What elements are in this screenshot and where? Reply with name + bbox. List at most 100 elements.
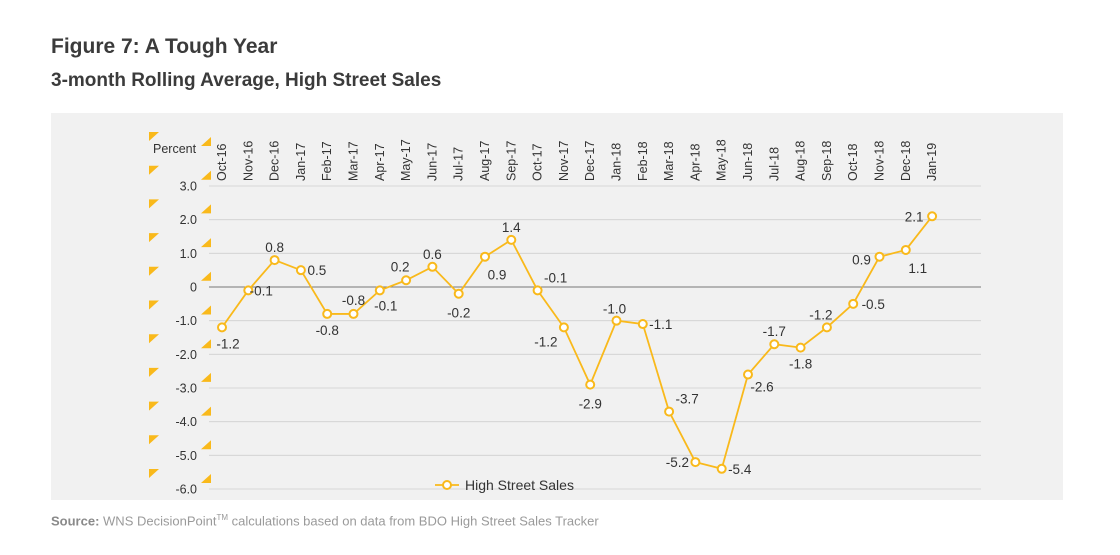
y-axis-label: Percent: [153, 142, 197, 156]
x-tick-label: Jan-19: [925, 143, 939, 181]
y-tick-label: 0: [190, 281, 197, 295]
y-tick-label: -1.0: [175, 314, 197, 328]
x-tick-label: Jul-17: [452, 147, 466, 181]
axis-arrow-marks: [149, 132, 211, 483]
x-tick-label: Feb-17: [320, 141, 334, 181]
data-label: 0.8: [265, 240, 284, 255]
data-label: -0.8: [316, 323, 339, 338]
arrow-mark-right: [201, 406, 211, 416]
data-label: -3.7: [675, 392, 698, 407]
x-tick-label: Oct-18: [846, 143, 860, 181]
arrow-mark-right: [201, 372, 211, 382]
series-line-group: [221, 215, 933, 470]
data-label: -1.8: [789, 357, 812, 372]
data-label: 1.4: [502, 220, 521, 235]
y-tick-label: 2.0: [180, 213, 197, 227]
x-tick-label: Feb-18: [636, 141, 650, 181]
data-point: [401, 275, 412, 286]
data-point: [716, 463, 727, 474]
x-tick-label: Apr-18: [688, 143, 702, 181]
x-tick-label: Sep-18: [820, 141, 834, 181]
arrow-mark-left: [149, 233, 159, 243]
data-label: -1.2: [809, 307, 832, 322]
x-tick-label: Mar-18: [662, 141, 676, 181]
data-label: -1.7: [763, 324, 786, 339]
x-tick-label: Dec-17: [583, 141, 597, 181]
arrow-mark-right: [201, 204, 211, 214]
data-label: 1.1: [908, 261, 927, 276]
y-tick-label: -3.0: [175, 382, 197, 396]
x-tick-label: Oct-17: [531, 143, 545, 181]
y-axis: 3.0 2.0 1.0 0 -1.0 -2.0 -3.0 -4.0 -5.0 -6.0: [175, 180, 197, 497]
data-point: [874, 251, 885, 262]
data-label: 0.6: [423, 247, 442, 262]
data-label: 2.1: [905, 209, 924, 224]
data-label: -0.1: [250, 283, 273, 298]
x-tick-label: Nov-16: [241, 141, 255, 181]
data-point: [217, 322, 227, 333]
chart-title: Figure 7: A Tough Year: [51, 35, 278, 58]
data-point: [690, 457, 701, 468]
y-tick-label: 1.0: [180, 247, 197, 261]
arrow-mark-left: [149, 401, 159, 411]
data-point: [558, 322, 569, 333]
data-label: -5.4: [728, 462, 752, 477]
x-axis: Oct-16 Nov-16 Dec-16 Jan-17 Feb-17 Mar-17 Apr-…: [215, 139, 939, 181]
x-tick-label: Oct-16: [215, 143, 229, 181]
data-label: 0.5: [308, 263, 327, 278]
y-tick-label: -4.0: [175, 415, 197, 429]
x-tick-label: Jun-17: [425, 143, 439, 181]
x-tick-label: Jan-18: [610, 143, 624, 181]
data-label: -1.2: [216, 336, 239, 351]
arrow-mark-left: [149, 367, 159, 377]
data-point: [427, 261, 438, 272]
data-point: [453, 288, 464, 299]
arrow-mark-right: [201, 170, 211, 180]
data-point: [322, 308, 333, 319]
data-label: -0.1: [544, 270, 567, 285]
arrow-mark-left: [149, 435, 159, 445]
arrow-mark-right: [201, 137, 211, 146]
data-point: [743, 369, 753, 380]
data-label: 0.9: [488, 268, 507, 283]
data-point: [585, 379, 596, 390]
source-text: WNS DecisionPoint: [103, 513, 217, 529]
data-label: -1.1: [649, 317, 672, 332]
data-point: [480, 251, 490, 262]
data-label: -5.2: [666, 455, 689, 470]
arrow-mark-right: [201, 271, 211, 281]
x-tick-label: Jan-17: [294, 143, 308, 181]
arrow-mark-left: [149, 300, 159, 310]
chart-panel: 3.0 2.0 1.0 0 -1.0 -2.0 -3.0 -4.0 -5.0 -6.0 Perce…: [51, 113, 1063, 500]
data-point: [611, 315, 622, 326]
data-point: [243, 285, 254, 296]
data-point: [269, 255, 280, 266]
source-rest: calculations based on data from BDO High…: [228, 513, 599, 529]
data-labels: -1.2 -0.1 0.8 0.5 -0.8-0.8 -0.1 0.2 0.6 -0.2 0.9 1…: [216, 209, 927, 477]
data-label: -2.6: [750, 380, 773, 395]
data-point: [927, 211, 938, 222]
x-tick-label: Dec-16: [268, 141, 282, 181]
source-label: Source:: [51, 513, 100, 529]
data-point: [637, 319, 648, 330]
data-point: [900, 244, 911, 255]
arrow-mark-right: [201, 238, 211, 248]
series-points: [217, 211, 938, 474]
data-label: -0.2: [447, 306, 470, 321]
x-tick-label: May-18: [715, 139, 729, 181]
legend: High Street Sales: [435, 477, 574, 493]
data-point: [795, 342, 806, 353]
series-line: [221, 215, 933, 470]
x-tick-label: May-17: [399, 139, 413, 181]
y-tick-label: -5.0: [175, 449, 197, 463]
data-point: [821, 322, 832, 333]
data-point: [848, 298, 859, 309]
y-tick-label: 3.0: [180, 180, 197, 194]
x-tick-label: Jun-18: [741, 143, 755, 181]
x-tick-label: Mar-17: [347, 141, 361, 181]
x-tick-label: Apr-17: [373, 143, 387, 181]
data-label: 0.9: [852, 253, 871, 268]
data-label: -0.5: [862, 297, 885, 312]
arrow-mark-right: [201, 440, 211, 450]
arrow-mark-left: [149, 469, 159, 478]
